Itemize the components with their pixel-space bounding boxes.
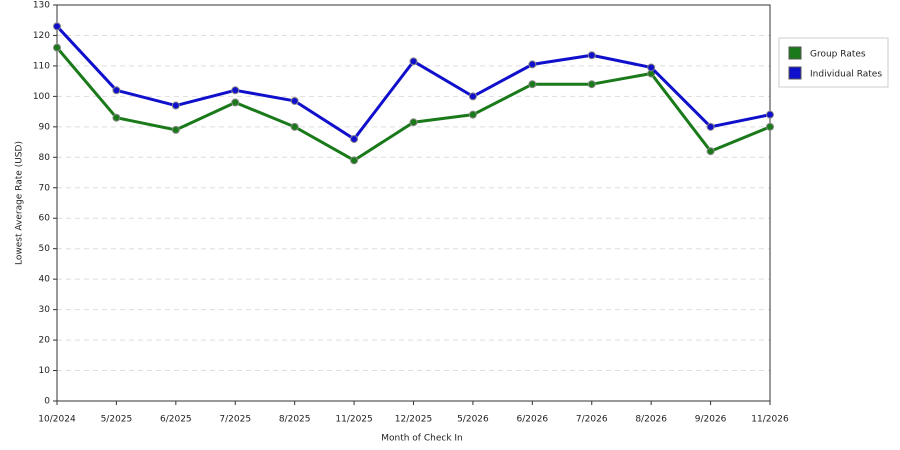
data-point	[350, 156, 359, 165]
y-tick-label: 50	[39, 244, 51, 254]
x-tick-label: 11/2025	[335, 415, 372, 425]
x-tick-label: 6/2025	[160, 415, 192, 425]
x-tick-label: 5/2026	[457, 415, 489, 425]
data-point	[766, 122, 774, 131]
y-tick-label: 120	[33, 31, 50, 41]
data-point	[171, 125, 180, 134]
legend-label: Group Rates	[810, 50, 866, 60]
data-point	[53, 22, 61, 31]
y-tick-label: 90	[39, 122, 51, 132]
y-tick-label: 10	[39, 366, 51, 376]
data-point	[706, 147, 715, 156]
data-point	[587, 51, 596, 60]
data-point	[409, 118, 418, 127]
y-tick-label: 130	[33, 1, 50, 11]
y-axis-label: Lowest Average Rate (USD)	[15, 141, 25, 265]
data-point	[231, 98, 240, 107]
x-tick-label: 5/2025	[101, 415, 133, 425]
x-tick-label: 7/2025	[219, 415, 251, 425]
data-point	[231, 86, 240, 95]
y-tick-label: 20	[39, 336, 51, 346]
data-point	[766, 110, 774, 119]
data-point	[112, 86, 121, 95]
data-point	[171, 101, 180, 110]
data-point	[53, 43, 61, 52]
data-point	[647, 63, 656, 72]
x-tick-label: 8/2026	[635, 415, 667, 425]
legend-box	[778, 37, 889, 88]
y-tick-label: 40	[39, 275, 51, 285]
x-tick-label: 11/2026	[751, 415, 789, 425]
legend-label: Individual Rates	[810, 70, 882, 80]
data-point	[409, 57, 418, 66]
x-axis-label: Month of Check In	[381, 434, 463, 444]
legend-swatch	[788, 46, 802, 60]
data-point	[350, 135, 359, 144]
y-tick-label: 60	[39, 214, 51, 224]
data-point	[290, 122, 299, 131]
x-tick-label: 6/2026	[516, 415, 548, 425]
data-point	[706, 122, 715, 131]
y-tick-label: 100	[33, 92, 50, 102]
x-tick-label: 8/2025	[279, 415, 311, 425]
y-tick-label: 70	[39, 183, 51, 193]
data-point	[468, 110, 477, 119]
y-tick-label: 0	[44, 397, 50, 407]
y-tick-label: 110	[33, 61, 50, 71]
data-point	[528, 60, 537, 69]
data-point	[528, 80, 537, 89]
y-tick-label: 80	[39, 153, 51, 163]
data-point	[290, 96, 299, 105]
data-point	[112, 113, 121, 122]
x-tick-label: 9/2026	[695, 415, 727, 425]
x-tick-label: 12/2025	[395, 415, 432, 425]
data-point	[468, 92, 477, 101]
legend-swatch	[788, 66, 802, 80]
y-tick-label: 30	[39, 305, 51, 315]
x-tick-label: 7/2026	[576, 415, 608, 425]
x-tick-label: 10/2024	[38, 415, 76, 425]
data-point	[587, 80, 596, 89]
